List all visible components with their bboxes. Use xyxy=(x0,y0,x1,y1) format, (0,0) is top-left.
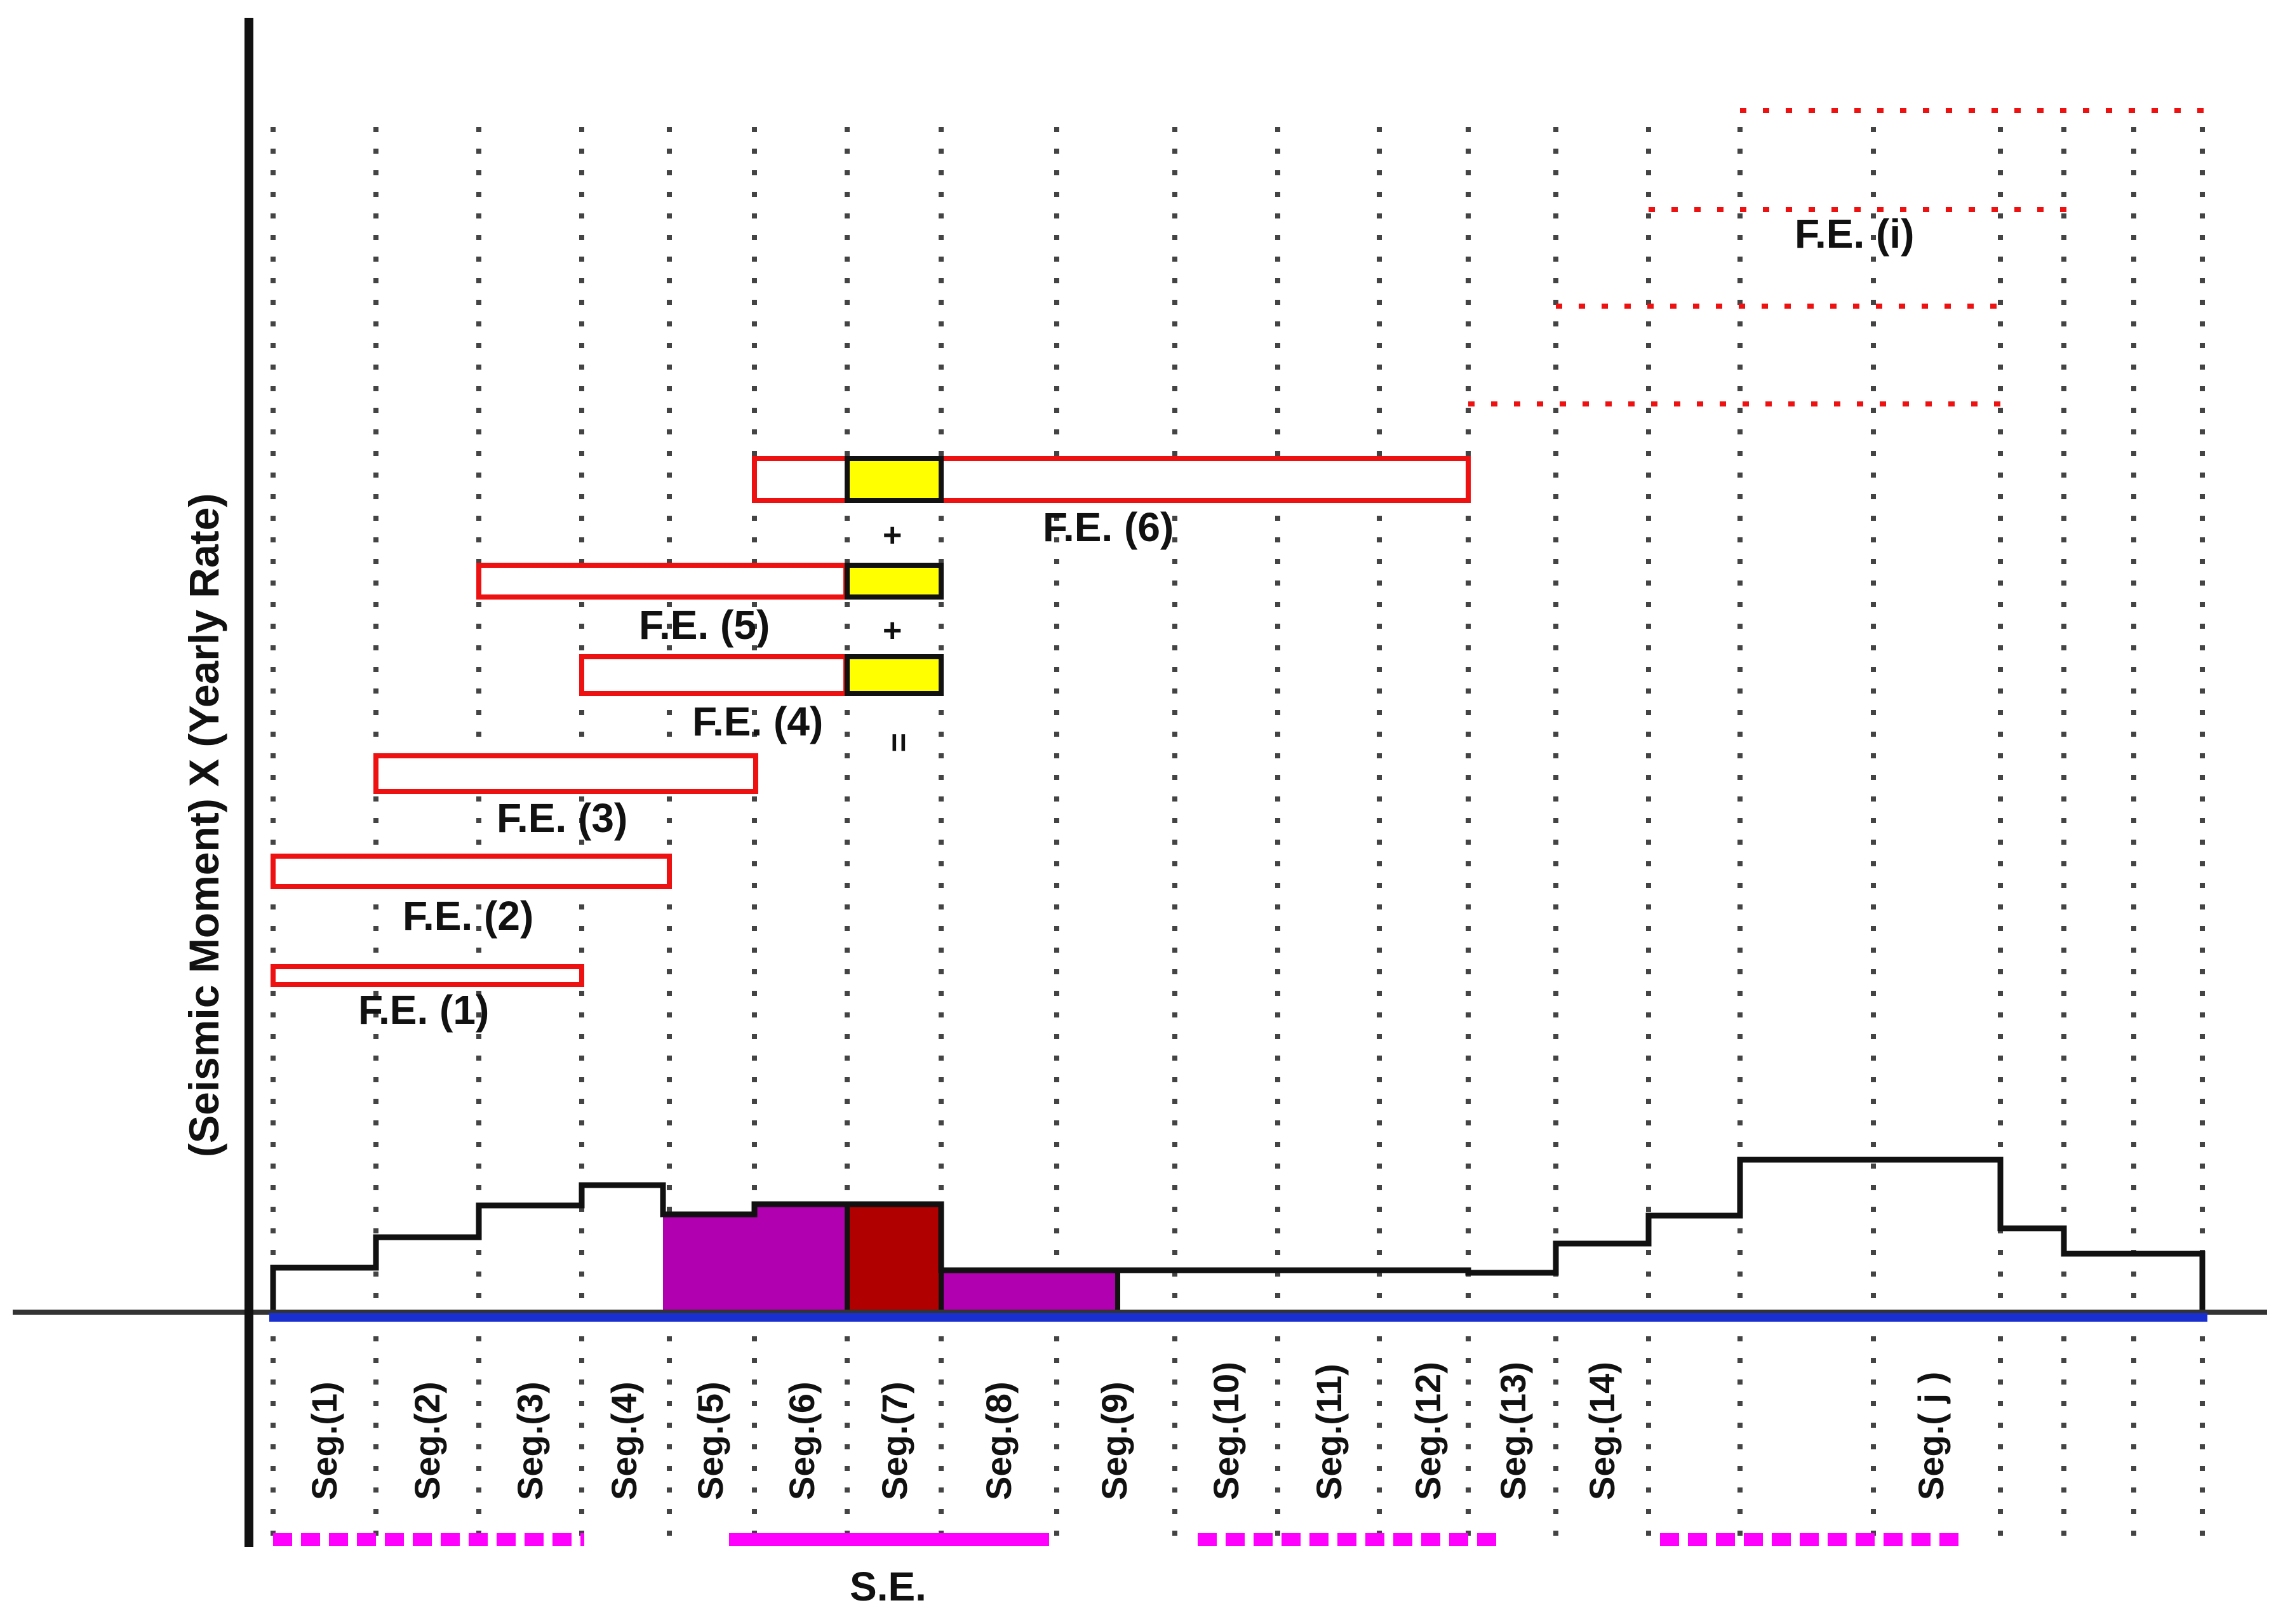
segment-label-2: Seg.(2) xyxy=(407,1381,447,1500)
segment-label-12: Seg.(12) xyxy=(1408,1362,1448,1500)
plus-symbol-1: + xyxy=(883,517,902,554)
segment-7-contributions xyxy=(845,456,944,696)
fault-event-4-box xyxy=(579,654,848,696)
fault-event-1-box xyxy=(271,964,584,987)
segment-7-total xyxy=(847,1204,941,1312)
segment-event-label: S.E. xyxy=(850,1564,927,1609)
fe6-seg7-highlight xyxy=(845,456,944,503)
plus-symbol-2: + xyxy=(883,612,902,649)
segment-label-7: Seg.(7) xyxy=(874,1381,914,1500)
segment-label-11: Seg.(11) xyxy=(1309,1364,1349,1500)
fault-event-6-label: F.E. (6) xyxy=(1043,504,1174,550)
segment-labels: Seg.(1) Seg.(2) Seg.(3) Seg.(4) Seg.(5) Seg.(… xyxy=(304,1362,1951,1500)
segment-label-6: Seg.(6) xyxy=(782,1381,822,1500)
fault-event-4-label: F.E. (4) xyxy=(692,699,823,744)
fault-event-3-box xyxy=(373,753,758,794)
segment-label-14: Seg.(14) xyxy=(1582,1362,1622,1500)
segment-label-13: Seg.(13) xyxy=(1493,1362,1533,1500)
moment-histogram xyxy=(270,1157,2206,1312)
segment-label-9: Seg.(9) xyxy=(1094,1381,1134,1500)
segment-label-10: Seg.(10) xyxy=(1206,1362,1246,1500)
segment-label-4: Seg.(4) xyxy=(604,1381,644,1500)
fault-event-3-label: F.E. (3) xyxy=(497,795,627,841)
generic-fault-event-lines xyxy=(1468,108,2204,406)
fault-event-5-box xyxy=(476,563,848,600)
segment-label-1: Seg.(1) xyxy=(304,1381,344,1500)
segment-label-8: Seg.(8) xyxy=(979,1381,1019,1500)
fault-event-2-label: F.E. (2) xyxy=(403,893,533,939)
segment-7-outline xyxy=(845,1202,1120,1312)
fault-event-i-label: F.E. (i) xyxy=(1795,211,1914,257)
segment-label-5: Seg.(5) xyxy=(690,1381,730,1500)
fe5-seg7-highlight xyxy=(845,563,944,600)
segment-label-3: Seg.(3) xyxy=(510,1381,550,1500)
fault-event-1-label: F.E. (1) xyxy=(358,987,489,1033)
cumulative-fill-left xyxy=(663,1189,847,1312)
fault-event-2-box xyxy=(271,854,672,889)
histogram-outline xyxy=(270,1157,2206,1312)
y-axis-label: (Seismic Moment) X (Yearly Rate) xyxy=(180,493,227,1157)
equals-symbol: = xyxy=(880,733,917,752)
segment-label-15: Seg.( j ) xyxy=(1911,1372,1951,1500)
fe4-seg7-highlight xyxy=(845,654,944,696)
fault-event-5-label: F.E. (5) xyxy=(639,602,770,648)
cumulative-fill-right xyxy=(941,1270,1118,1312)
